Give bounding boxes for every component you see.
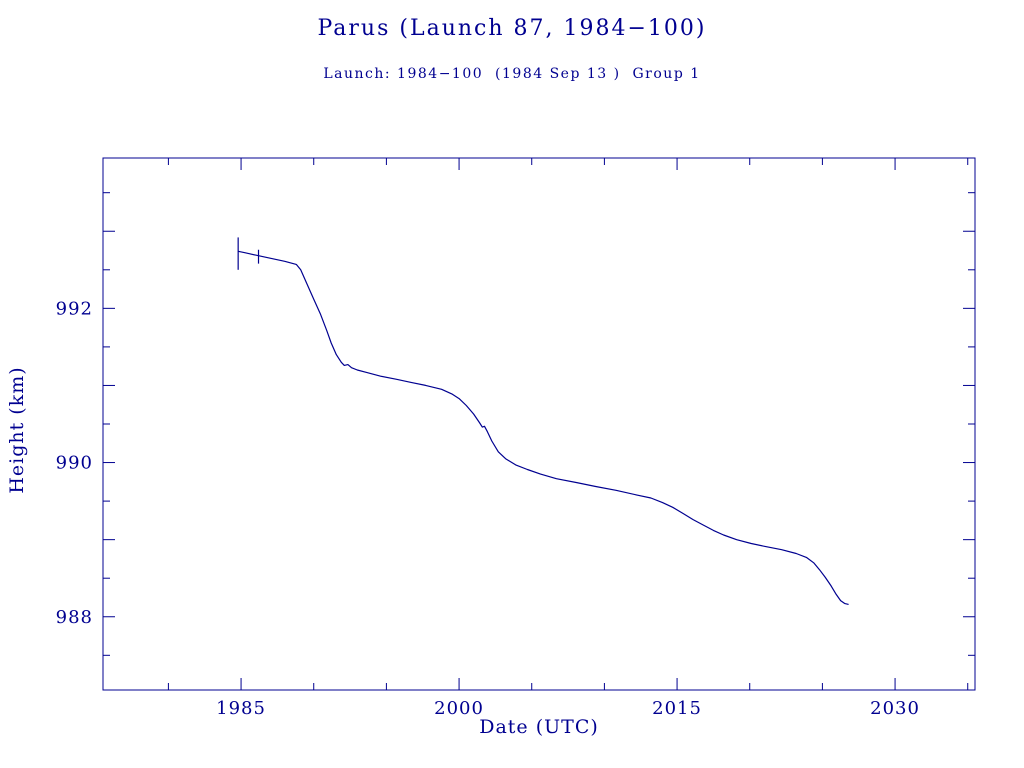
x-tick-label: 2000 [434,698,484,719]
height-series-line [238,250,849,605]
x-axis-label: Date (UTC) [479,716,599,738]
chart-subtitle: Launch: 1984−100 (1984 Sep 13 ) Group 1 [323,66,701,82]
x-tick-label: 2030 [870,698,920,719]
plot-frame [102,157,976,691]
x-tick-label: 2015 [652,698,702,719]
y-tick-label: 992 [56,298,93,319]
x-tick-label: 1985 [216,698,266,719]
y-tick-label: 988 [56,607,93,628]
y-axis-label: Height (km) [6,366,28,494]
chart-title: Parus (Launch 87, 1984−100) [317,16,707,41]
y-tick-label: 990 [56,453,93,474]
